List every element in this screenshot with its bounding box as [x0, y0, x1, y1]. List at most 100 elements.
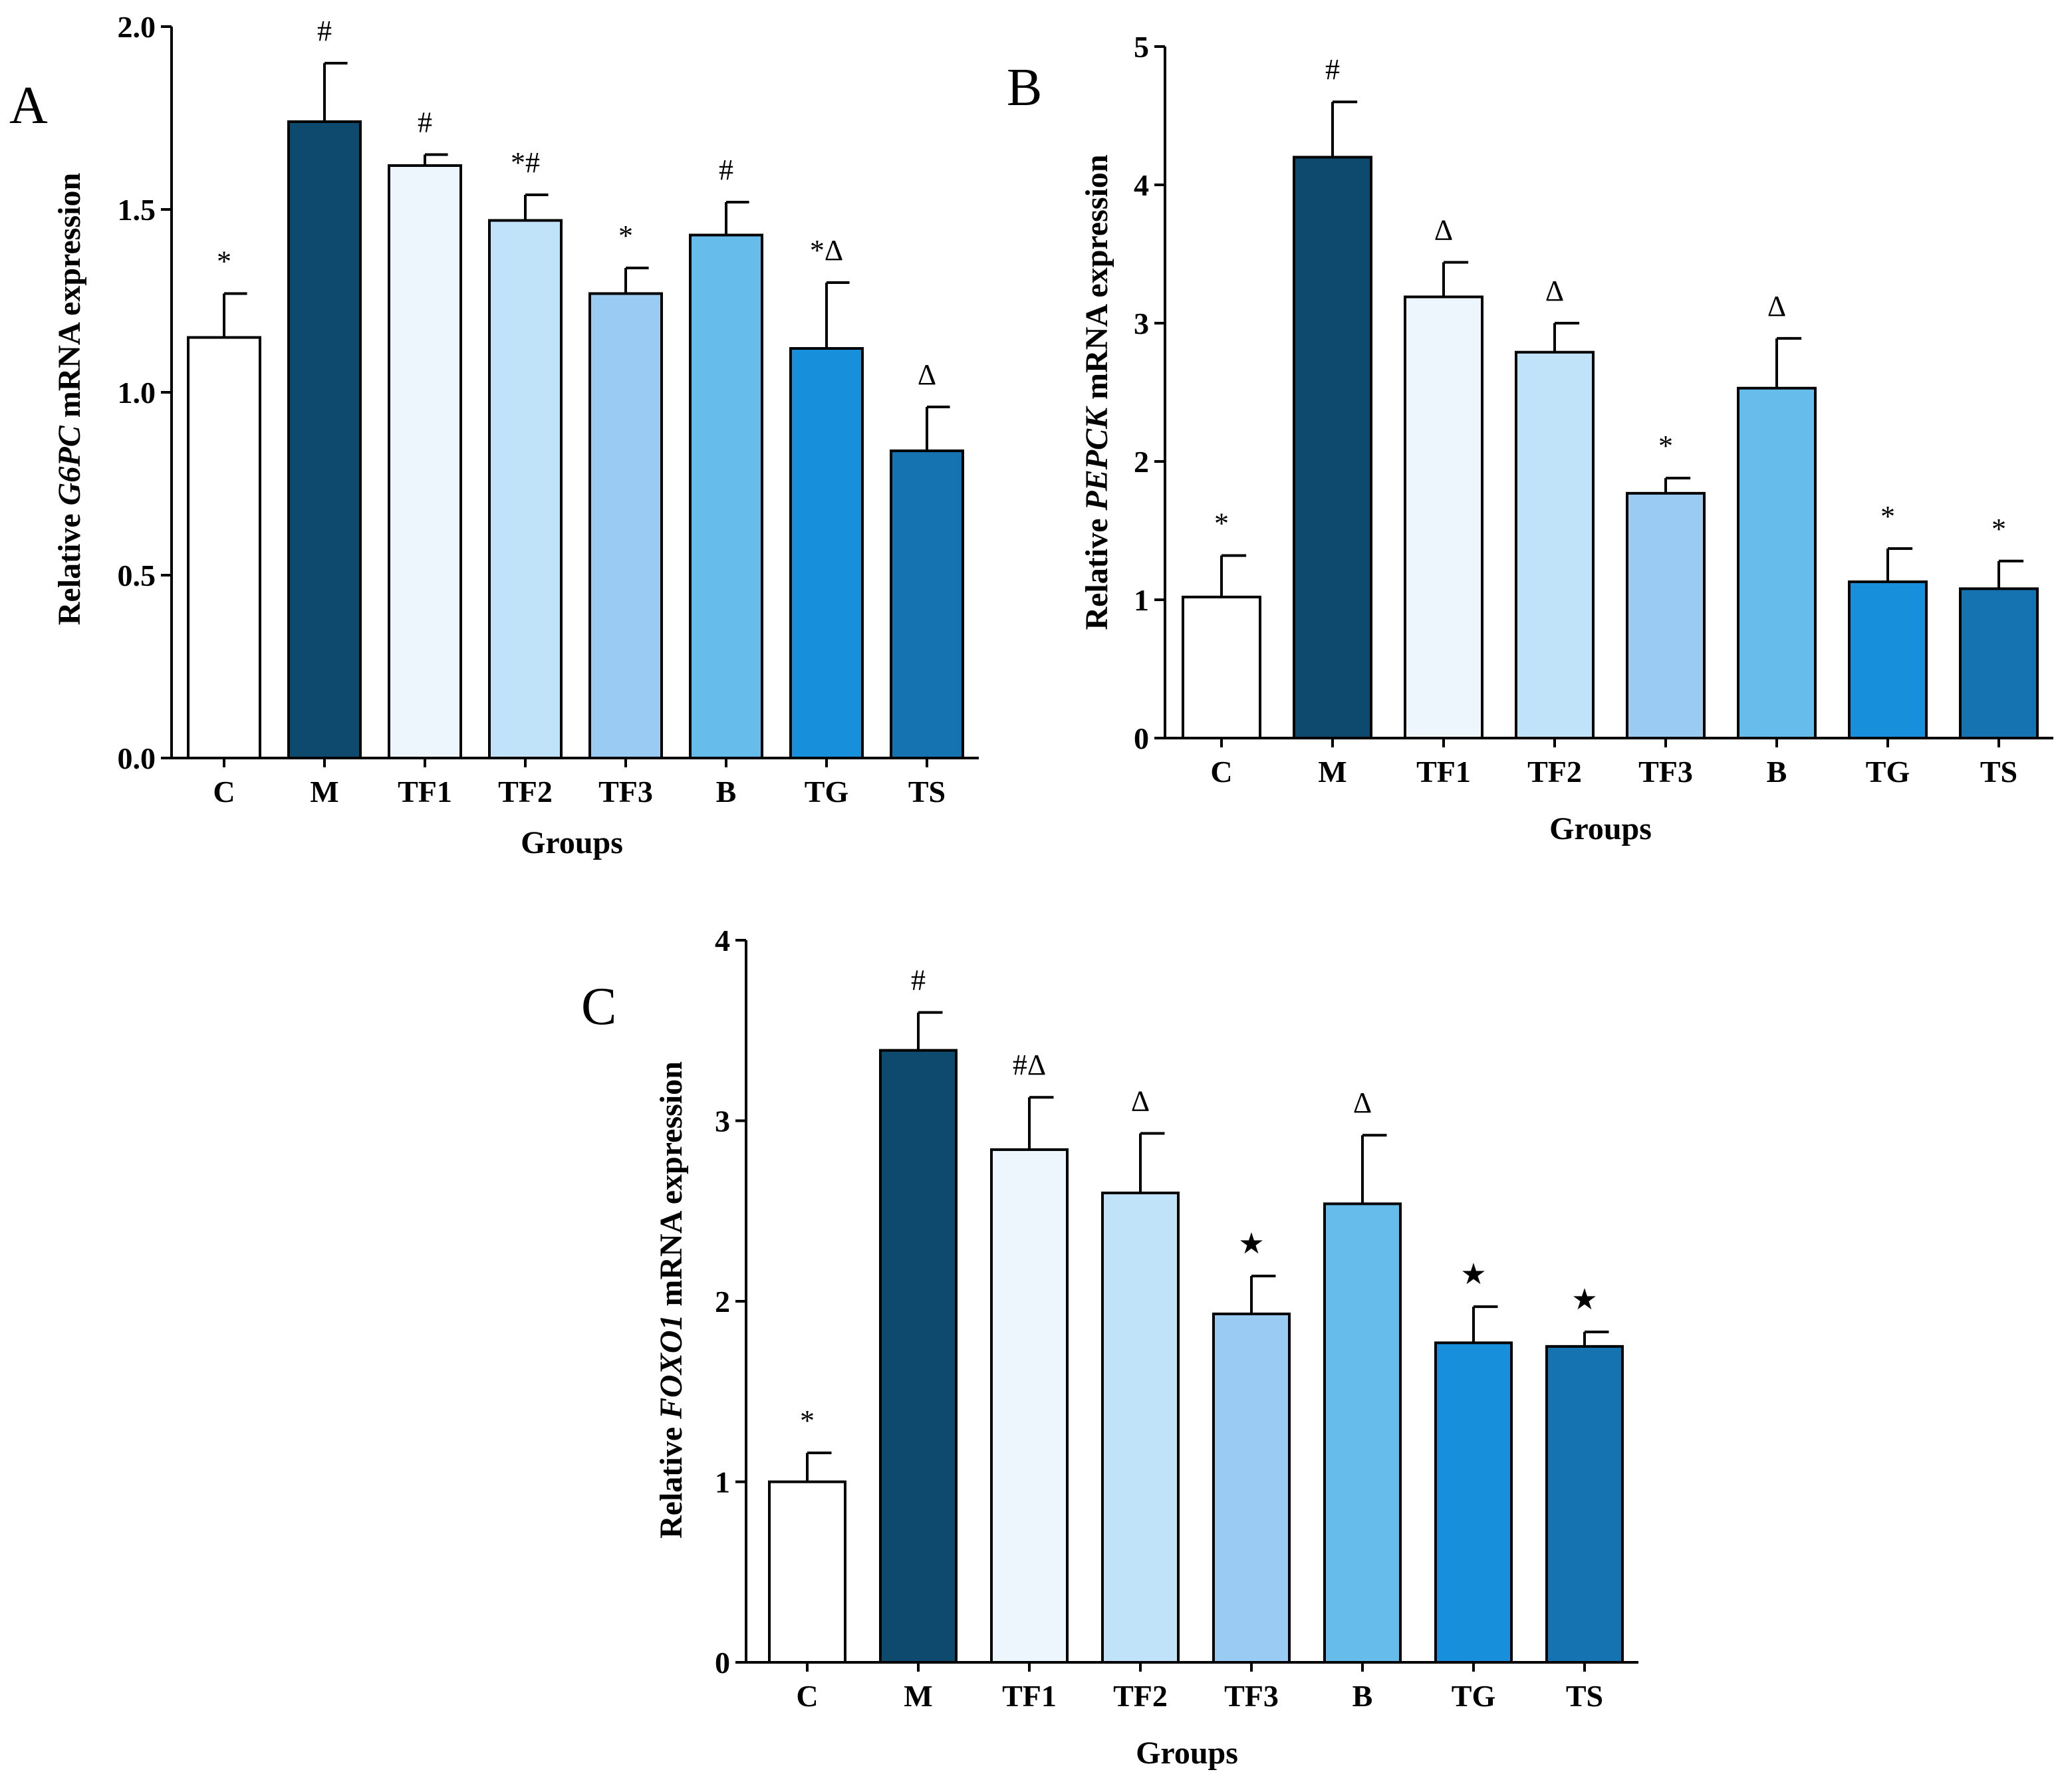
y-axis-title: Relative PEPCK mRNA expression: [1079, 154, 1114, 630]
y-tick-label: 0: [715, 1646, 730, 1680]
significance-label: *: [1992, 513, 2006, 545]
x-tick-label: M: [310, 775, 338, 809]
significance-label: *#: [511, 146, 540, 179]
x-tick-label: TF1: [398, 775, 452, 809]
x-tick-label: TS: [1566, 1679, 1603, 1713]
y-axis-title-gene: PEPCK: [1079, 406, 1114, 511]
bar-c: [1182, 595, 1261, 740]
chart-panel-c: C 0 1 2 3 4 * C # M #Δ TF1 Δ TF2 ★ TF3 Δ B ★ TG ★ TS Groups Rel…: [581, 924, 1638, 1771]
y-axis-title: Relative FOXO1 mRNA expression: [654, 1061, 689, 1539]
bar-tf2: [488, 219, 563, 759]
y-axis-title: Relative G6PC mRNA expression: [52, 173, 87, 625]
chart-panel-a: A 0.0 0.5 1.0 1.5 2.0 * C # M # TF1 *# TF2 * TF3 # B *Δ TG Δ…: [9, 10, 979, 860]
chart-panel-b: B 0 1 2 3 4 5 * C # M Δ TF1 Δ TF2 * TF3 Δ B * TG * TS Groups Rel…: [1007, 30, 2053, 846]
x-tick-label: TF3: [1224, 1679, 1279, 1713]
y-tick-label: 2: [1134, 445, 1149, 479]
x-tick-label: M: [904, 1679, 932, 1713]
y-tick-label: 1: [1134, 583, 1149, 617]
bar-tf1: [990, 1148, 1069, 1664]
significance-label: *Δ: [810, 234, 843, 267]
x-tick-label: C: [213, 775, 235, 809]
bar-tf1: [1404, 295, 1483, 740]
panel-letter: B: [1007, 59, 1042, 117]
bar-tf3: [1212, 1313, 1291, 1664]
bar-tf3: [1626, 491, 1706, 740]
significance-label: *: [618, 219, 633, 252]
y-axis-title-suffix: mRNA expression: [52, 173, 87, 426]
x-tick-label: TG: [805, 775, 848, 809]
significance-label: *: [1880, 500, 1895, 533]
significance-label: #: [911, 964, 926, 997]
bar-c: [768, 1480, 846, 1664]
bar-b: [689, 233, 763, 759]
y-tick-label: 0.0: [118, 741, 156, 775]
x-tick-label: TS: [1980, 755, 2017, 789]
x-axis-title: Groups: [1136, 1735, 1238, 1771]
panel-letter: A: [9, 76, 48, 135]
bar-ts: [1959, 587, 2039, 739]
bar-tg: [1434, 1341, 1513, 1664]
significance-label: Δ: [1434, 213, 1453, 246]
bar-tg: [789, 347, 864, 759]
significance-label: ★: [1460, 1258, 1486, 1291]
y-tick-label: 3: [1134, 307, 1149, 340]
bar-tf1: [388, 164, 462, 759]
bar-m: [287, 120, 362, 759]
x-tick-label: TG: [1866, 755, 1910, 789]
bar-ts: [890, 449, 964, 759]
y-tick-label: 1: [715, 1466, 730, 1499]
x-tick-label: C: [1210, 755, 1232, 789]
x-axis-title: Groups: [1549, 811, 1652, 846]
x-tick-label: TF3: [1638, 755, 1693, 789]
x-tick-label: TG: [1452, 1679, 1495, 1713]
significance-label: #: [719, 154, 733, 186]
significance-label: #Δ: [1013, 1049, 1046, 1081]
y-tick-label: 4: [1134, 168, 1149, 202]
significance-label: Δ: [1545, 275, 1564, 307]
y-tick-label: 1.0: [118, 376, 156, 410]
significance-label: ★: [1571, 1283, 1597, 1316]
bar-b: [1737, 386, 1817, 739]
significance-label: Δ: [1131, 1085, 1150, 1118]
bar-tf2: [1515, 350, 1595, 739]
significance-label: Δ: [1353, 1087, 1372, 1119]
x-tick-label: TF1: [1002, 1679, 1057, 1713]
x-tick-label: C: [796, 1679, 818, 1713]
x-tick-label: TF2: [1113, 1679, 1168, 1713]
y-tick-label: 0.5: [118, 559, 156, 592]
x-tick-label: TF1: [1416, 755, 1471, 789]
bar-tf3: [588, 292, 663, 759]
significance-label: Δ: [918, 358, 936, 391]
x-tick-label: TF3: [598, 775, 653, 809]
x-tick-label: TF2: [498, 775, 553, 809]
panel-letter: C: [581, 977, 616, 1036]
y-tick-label: 5: [1134, 30, 1149, 64]
y-axis-title-prefix: Relative: [1079, 511, 1114, 630]
y-tick-label: 3: [715, 1104, 730, 1138]
y-tick-label: 2: [715, 1285, 730, 1319]
x-tick-label: TS: [908, 775, 946, 809]
significance-label: #: [418, 106, 432, 139]
x-tick-label: B: [716, 775, 737, 809]
bar-b: [1323, 1202, 1402, 1664]
significance-label: *: [800, 1404, 815, 1437]
bar-m: [1293, 156, 1372, 739]
bar-tf2: [1101, 1192, 1180, 1664]
y-tick-label: 4: [715, 924, 730, 958]
x-tick-label: B: [1352, 1679, 1373, 1713]
significance-label: #: [317, 15, 332, 47]
significance-label: *: [217, 245, 231, 278]
bar-tg: [1848, 580, 1928, 740]
y-tick-label: 2.0: [118, 10, 156, 44]
y-axis-title-gene: G6PC: [52, 425, 87, 505]
bar-ts: [1545, 1344, 1624, 1664]
y-axis-title-prefix: Relative: [654, 1419, 689, 1539]
x-tick-label: M: [1318, 755, 1347, 789]
significance-label: ★: [1238, 1227, 1264, 1260]
x-axis-title: Groups: [521, 825, 623, 860]
significance-label: *: [1214, 507, 1229, 539]
bar-c: [187, 336, 261, 759]
significance-label: #: [1325, 53, 1340, 86]
y-axis-title-gene: FOXO1: [654, 1315, 689, 1420]
